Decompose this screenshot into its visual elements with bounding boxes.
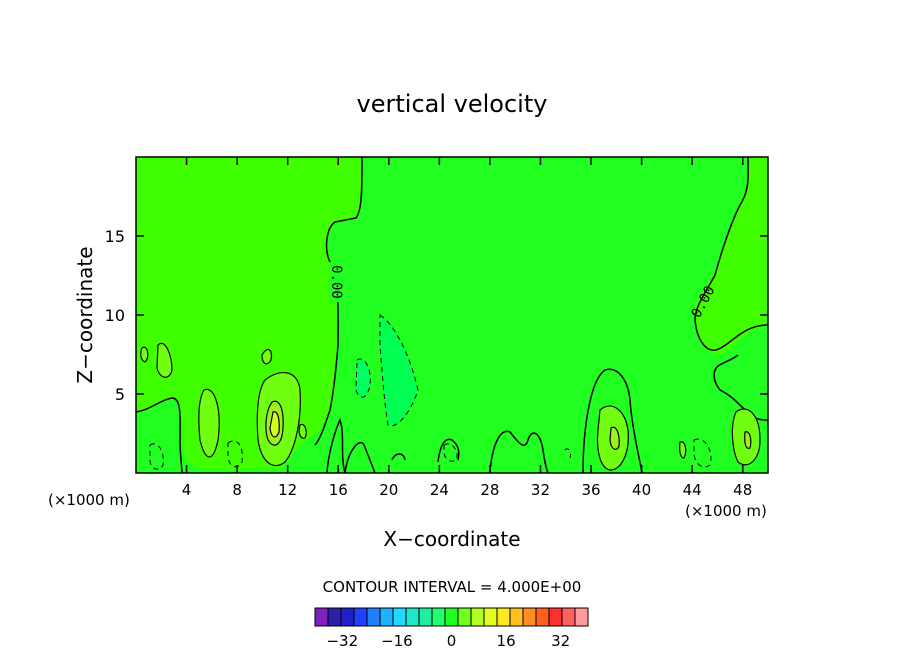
y-axis-label: Z−coordinate <box>73 246 97 383</box>
pos-blob-1 <box>156 342 173 378</box>
x-tick-label: 24 <box>430 481 449 499</box>
x-tick-label: 12 <box>278 481 297 499</box>
colorbar-cell <box>405 607 420 627</box>
plot-area <box>136 157 768 473</box>
zero-contour-left-low <box>136 397 183 473</box>
zero-contour-bump-24 <box>437 438 460 463</box>
colorbar-cell <box>574 607 589 627</box>
pos-blob-2 <box>140 346 149 363</box>
pos-blob-8b <box>744 431 752 449</box>
region-upper-left <box>136 157 362 470</box>
colorbar-cell <box>418 607 433 627</box>
region-upper-right <box>693 157 768 355</box>
neg-contour-bottom-45 <box>693 438 712 468</box>
region-central-negative <box>380 315 418 426</box>
colorbar-cell <box>444 607 459 627</box>
colorbar-cell <box>470 607 485 627</box>
pos-blob-9 <box>679 441 687 459</box>
x-axis-label: X−coordinate <box>383 527 520 551</box>
colorbar-cell <box>340 607 355 627</box>
contour-label-1: 0.00 <box>328 265 344 299</box>
colorbar-cell <box>353 607 368 627</box>
contour-lines <box>136 157 768 473</box>
pos-blob-6 <box>298 423 307 439</box>
positive-blobs <box>140 342 761 471</box>
neg-contour-bottom-25 <box>443 443 458 462</box>
pos-blob-5c <box>269 411 280 438</box>
zero-contour-small-16 <box>326 418 346 473</box>
zero-contour-bump-30 <box>489 430 549 473</box>
x-tick-label: 40 <box>632 481 651 499</box>
neg-contour-central <box>379 314 419 427</box>
contour-interval-text: CONTOUR INTERVAL = 4.000E+00 <box>323 578 582 596</box>
neg-contour-bottom-left <box>149 443 164 470</box>
colorbar-tick-label: 16 <box>497 632 516 650</box>
y-tick-label: 15 <box>105 227 125 246</box>
zero-contour-right <box>694 157 768 351</box>
x-units-left: (×1000 m) <box>48 491 130 509</box>
contour-label-bg-1 <box>329 262 343 302</box>
zero-contour-bump-37 <box>582 368 643 473</box>
colorbar-tick-label: 0 <box>447 632 457 650</box>
pos-blob-4 <box>261 348 273 365</box>
colorbar-cell <box>496 607 511 627</box>
colorbar-cell <box>483 607 498 627</box>
y-axis: 5 10 15 <box>105 227 768 404</box>
neg-contour-bottom-34 <box>564 448 571 459</box>
y-tick-label: 5 <box>115 385 125 404</box>
colorbar-cell <box>509 607 524 627</box>
colorbar-cell <box>327 607 342 627</box>
negative-contours <box>149 314 712 470</box>
x-tick-label: 48 <box>733 481 752 499</box>
colorbar-cell <box>522 607 537 627</box>
colorbar-cell <box>379 607 394 627</box>
zero-contour-small-20 <box>391 453 406 461</box>
colorbar-cell <box>314 607 329 627</box>
x-tick-label: 28 <box>480 481 499 499</box>
colorbar-cell <box>431 607 446 627</box>
x-tick-label: 36 <box>581 481 600 499</box>
x-tick-label: 4 <box>182 481 192 499</box>
x-axis: 4 8 12 16 20 24 28 32 36 40 44 48 <box>182 157 752 499</box>
pos-blob-7b <box>609 426 620 450</box>
y-tick-label: 10 <box>105 306 125 325</box>
x-tick-label: 44 <box>683 481 702 499</box>
x-tick-label: 8 <box>232 481 242 499</box>
x-units-right: (×1000 m) <box>685 502 767 520</box>
pos-blob-3 <box>198 388 220 458</box>
zero-contour-small-18 <box>344 442 376 473</box>
colorbar-cell <box>392 607 407 627</box>
colorbar-tick-label: −16 <box>381 632 413 650</box>
x-tick-label: 20 <box>379 481 398 499</box>
colorbar-tick-label: −32 <box>326 632 358 650</box>
neg-contour-bottom-8 <box>227 440 243 468</box>
chart-title: vertical velocity <box>357 90 548 118</box>
colorbar-tick-label: 32 <box>551 632 570 650</box>
colorbar-cell <box>535 607 550 627</box>
colorbar: −32 −16 0 16 32 <box>314 607 589 650</box>
x-tick-label: 16 <box>329 481 348 499</box>
colorbar-cell <box>366 607 381 627</box>
colorbar-cell <box>561 607 576 627</box>
region-negative-small <box>356 359 371 398</box>
colorbar-cell <box>457 607 472 627</box>
x-tick-label: 32 <box>531 481 550 499</box>
colorbar-cell <box>548 607 563 627</box>
